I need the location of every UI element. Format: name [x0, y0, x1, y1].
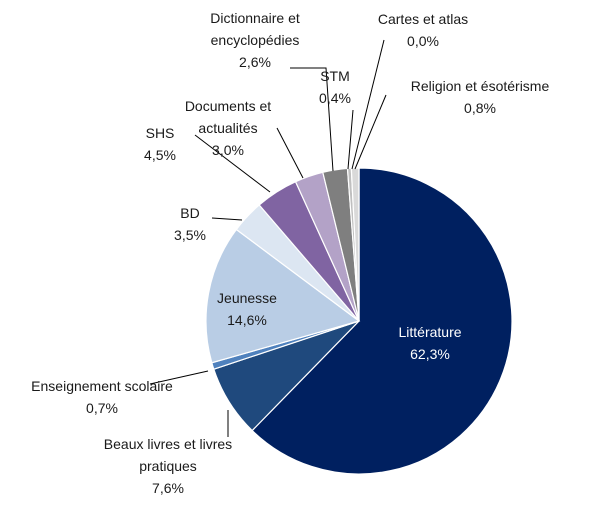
category-label: Jeunesse — [217, 290, 277, 306]
pie-slice — [251, 167, 513, 475]
category-label: Religion et ésotérisme — [410, 78, 550, 94]
value-label: 14,6% — [227, 312, 267, 328]
value-label: 3,5% — [174, 227, 206, 243]
value-label: 7,6% — [152, 480, 184, 496]
value-label: 62,3% — [410, 346, 450, 362]
category-label: BD — [180, 205, 200, 221]
category-label: STM — [320, 68, 350, 84]
slice-label: Cartes et atlas 0,0% — [378, 8, 468, 52]
slice-label: Dictionnaire et encyclopédies 2,6% — [188, 7, 323, 73]
value-label: 2,6% — [239, 54, 271, 70]
slice-label: STM 0,4% — [319, 65, 351, 109]
slice-label: Jeunesse 14,6% — [217, 287, 277, 331]
leader-line — [276, 127, 304, 179]
slice-label: Religion et ésotérisme 0,8% — [411, 75, 550, 119]
slice-label: Enseignement scolaire 0,7% — [31, 375, 173, 419]
value-label: 0,4% — [319, 90, 351, 106]
category-label: Documents et actualités — [184, 98, 272, 136]
category-label: Enseignement scolaire — [31, 378, 173, 394]
slice-label: Beaux livres et livres pratiques 7,6% — [86, 433, 251, 499]
value-label: 0,8% — [464, 100, 496, 116]
category-label: Littérature — [398, 324, 462, 340]
value-label: 0,7% — [86, 400, 118, 416]
leader-line — [149, 370, 209, 385]
pie-slice — [205, 228, 361, 364]
leader-line — [347, 109, 354, 170]
value-label: 4,5% — [144, 147, 176, 163]
slice-label: BD 3,5% — [174, 202, 206, 246]
category-label: Beaux livres et livres pratiques — [103, 436, 233, 474]
value-label: 3,0% — [212, 142, 244, 158]
value-label: 0,0% — [407, 33, 439, 49]
leader-line — [351, 39, 385, 170]
category-label: SHS — [145, 125, 175, 141]
category-label: Dictionnaire et encyclopédies — [210, 10, 300, 48]
slice-label: Documents et actualités 3,0% — [172, 95, 284, 161]
slice-label: SHS 4,5% — [144, 122, 176, 166]
category-label: Cartes et atlas — [377, 11, 469, 27]
leader-line — [211, 217, 243, 221]
leader-line — [194, 134, 271, 193]
leader-line — [290, 67, 334, 172]
leader-line — [354, 94, 387, 170]
slice-label: Littérature 62,3% — [398, 321, 461, 365]
